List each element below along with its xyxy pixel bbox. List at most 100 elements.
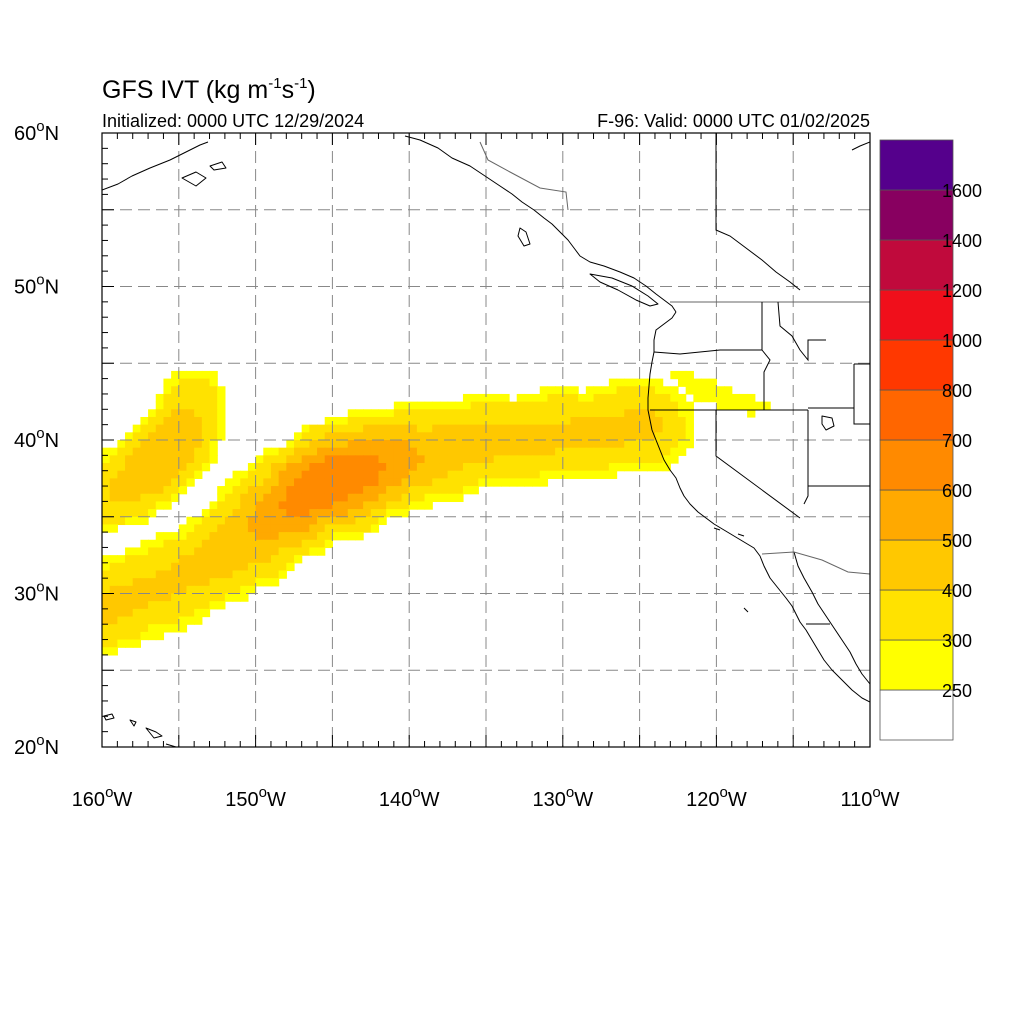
ivt-cell bbox=[355, 524, 364, 533]
ivt-cell bbox=[624, 386, 633, 395]
colorbar-label: 800 bbox=[942, 381, 972, 401]
ivt-cell bbox=[601, 432, 610, 441]
ivt-cell bbox=[424, 401, 433, 410]
ivt-cell bbox=[317, 447, 326, 456]
ivt-cell bbox=[194, 578, 203, 587]
ivt-cell bbox=[654, 432, 664, 441]
ivt-cell bbox=[593, 470, 602, 479]
ivt-cell bbox=[263, 524, 272, 533]
ivt-cell bbox=[201, 424, 211, 433]
ivt-cell bbox=[148, 601, 157, 610]
ivt-cell bbox=[347, 509, 357, 518]
ivt-cell bbox=[125, 509, 134, 518]
ivt-cell bbox=[109, 578, 118, 587]
ivt-cell bbox=[616, 432, 625, 441]
ivt-cell bbox=[255, 509, 264, 518]
ivt-cell bbox=[278, 570, 287, 579]
ivt-cell bbox=[493, 401, 502, 410]
ivt-cell bbox=[132, 501, 141, 510]
ivt-cell bbox=[647, 432, 656, 441]
lat-label: 30oN bbox=[14, 579, 59, 606]
ivt-cell bbox=[240, 524, 249, 533]
ivt-cell bbox=[409, 409, 418, 418]
ivt-cell bbox=[654, 424, 664, 433]
ivt-cell bbox=[155, 547, 165, 556]
ivt-cell bbox=[447, 409, 456, 418]
ivt-cell bbox=[524, 393, 533, 403]
ivt-cell bbox=[209, 378, 218, 387]
ivt-cell bbox=[294, 478, 303, 487]
ivt-cell bbox=[201, 455, 211, 464]
ivt-cell bbox=[547, 424, 556, 433]
ivt-cell bbox=[155, 631, 165, 641]
ivt-cell bbox=[270, 532, 280, 541]
ivt-cell bbox=[470, 455, 479, 464]
ivt-cell bbox=[547, 470, 556, 479]
ivt-cell bbox=[455, 447, 464, 456]
ivt-cell bbox=[678, 370, 687, 380]
ivt-cell bbox=[263, 532, 272, 541]
ivt-cell bbox=[501, 470, 510, 479]
ivt-cell bbox=[194, 585, 203, 595]
ivt-cell bbox=[324, 532, 333, 541]
ivt-cell bbox=[570, 463, 579, 472]
ivt-cell bbox=[224, 486, 234, 495]
ivt-cell bbox=[486, 463, 495, 472]
ivt-cell bbox=[224, 593, 234, 602]
ivt-cell bbox=[416, 463, 426, 472]
ivt-cell bbox=[240, 478, 249, 487]
ivt-cell bbox=[670, 440, 679, 449]
ivt-cell bbox=[401, 463, 410, 472]
colorbar-label: 300 bbox=[942, 631, 972, 651]
ivt-cell bbox=[486, 470, 495, 479]
ivt-cell bbox=[201, 532, 211, 541]
ivt-cell bbox=[247, 539, 257, 549]
ivt-cell bbox=[278, 562, 287, 572]
ivt-cell bbox=[247, 547, 257, 556]
ivt-cell bbox=[393, 401, 403, 410]
ivt-cell bbox=[301, 432, 310, 441]
lon-label: 140oW bbox=[379, 784, 440, 811]
ivt-cell bbox=[401, 401, 410, 410]
ivt-cell bbox=[186, 478, 195, 487]
ivt-cell bbox=[247, 524, 257, 533]
ivt-cell bbox=[355, 493, 364, 503]
ivt-cell bbox=[509, 432, 518, 441]
ivt-cell bbox=[102, 463, 111, 472]
ivt-cell bbox=[370, 409, 380, 418]
ivt-cell bbox=[324, 424, 333, 433]
ivt-cell bbox=[209, 593, 218, 602]
ivt-cell bbox=[363, 409, 372, 418]
ivt-cell bbox=[601, 455, 610, 464]
ivt-cell bbox=[386, 409, 395, 418]
ivt-cell bbox=[155, 555, 165, 564]
ivt-cell bbox=[217, 547, 226, 556]
ivt-cell bbox=[647, 386, 656, 395]
ivt-cell bbox=[286, 501, 295, 510]
ivt-cell bbox=[493, 440, 502, 449]
ivt-cell bbox=[555, 393, 564, 403]
ivt-cell bbox=[155, 409, 165, 418]
ivt-cell bbox=[578, 440, 587, 449]
ivt-cell bbox=[186, 578, 195, 587]
ivt-cell bbox=[155, 432, 165, 441]
ivt-cell bbox=[478, 463, 487, 472]
ivt-cell bbox=[194, 447, 203, 456]
ivt-cell bbox=[416, 447, 426, 456]
ivt-cell bbox=[201, 578, 211, 587]
ivt-cell bbox=[171, 409, 180, 418]
ivt-cell bbox=[324, 486, 333, 495]
ivt-cell bbox=[209, 509, 218, 518]
ivt-cell bbox=[186, 585, 195, 595]
ivt-cell bbox=[255, 493, 264, 503]
ivt-cell bbox=[593, 401, 602, 410]
ivt-cell bbox=[324, 509, 333, 518]
ivt-cell bbox=[132, 639, 141, 648]
ivt-cell bbox=[163, 463, 172, 472]
ivt-cell bbox=[217, 401, 226, 410]
hawaii-islands bbox=[103, 713, 177, 747]
ivt-cell bbox=[509, 424, 518, 433]
ivt-cell bbox=[547, 409, 556, 418]
ivt-cell bbox=[363, 424, 372, 433]
ivt-cell bbox=[224, 562, 234, 572]
